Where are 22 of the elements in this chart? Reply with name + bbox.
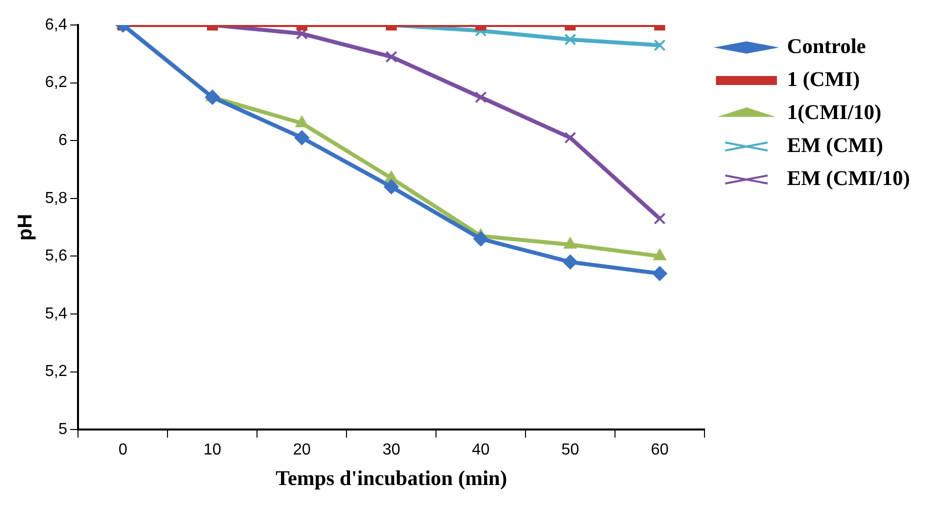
y-tick-label: 5,6 [44, 248, 68, 265]
y-tick-label: 6,4 [44, 16, 68, 34]
x-axis-title: Temps d'incubation (min) [276, 466, 508, 490]
x-tick-label: 20 [292, 442, 311, 459]
y-tick-label: 5,2 [44, 363, 68, 380]
y-tick-label: 5,4 [44, 305, 68, 322]
legend-label: EM (CMI) [786, 132, 884, 157]
x-tick-label: 50 [561, 442, 580, 459]
y-tick-label: 6,2 [44, 74, 68, 92]
y-tick-label: 5 [58, 421, 68, 438]
y-tick-label: 5,8 [44, 190, 68, 207]
x-tick-label: 10 [204, 442, 222, 459]
x-tick-label: 60 [650, 442, 669, 459]
x-tick-label: 40 [472, 442, 490, 459]
legend-label: 1(CMI/10) [786, 100, 882, 124]
legend-label: Controle [786, 34, 866, 58]
x-tick-label: 30 [382, 442, 400, 459]
y-tick-label: 6 [58, 132, 68, 150]
legend-label: 1 (CMI) [786, 66, 860, 91]
legend-label: EM (CMI/10) [786, 166, 910, 190]
y-axis-title: pH [14, 214, 37, 241]
x-tick-label: 0 [118, 442, 128, 459]
